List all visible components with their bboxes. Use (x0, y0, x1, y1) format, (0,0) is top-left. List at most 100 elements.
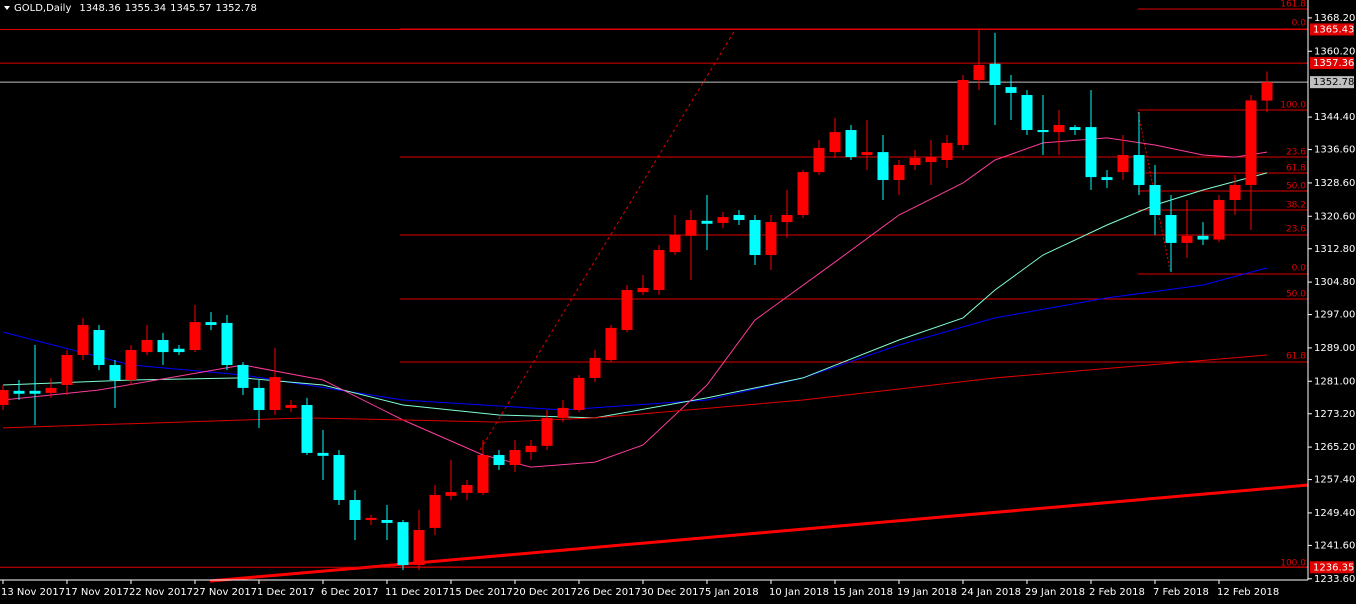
candle-body (653, 250, 665, 290)
candle-body (285, 405, 297, 408)
x-tick-label: 15 Dec 2017 (449, 587, 513, 598)
x-tick-label: 12 Feb 2018 (1217, 587, 1279, 598)
candle-body (301, 405, 313, 453)
fib-label: 0.0 (1292, 19, 1307, 29)
candle-body (125, 350, 137, 380)
y-tick-label: 1289.00 (1314, 343, 1355, 354)
x-tick-label: 19 Jan 2018 (897, 587, 957, 598)
candle-body (525, 445, 537, 453)
candle-body (1133, 155, 1145, 185)
candle-body (493, 455, 505, 465)
fib-label: 161.8 (1280, 0, 1306, 10)
candle-body (189, 322, 201, 350)
y-tick-label: 1344.40 (1314, 112, 1355, 123)
price-box (1310, 561, 1354, 574)
candle-body (941, 142, 953, 160)
x-tick-label: 1 Dec 2017 (257, 587, 315, 598)
y-tick-label: 1320.60 (1314, 211, 1355, 222)
candle-body (1005, 87, 1017, 93)
fib-label: 23.6 (1286, 225, 1306, 235)
fib-label: 38.2 (1286, 201, 1306, 211)
y-tick-label: 1368.20 (1314, 13, 1355, 24)
candle-body (1245, 100, 1257, 185)
x-tick-label: 5 Jan 2018 (705, 587, 759, 598)
candle-body (77, 325, 89, 355)
candle-body (1101, 177, 1113, 180)
candle-body (861, 152, 873, 155)
candle-body (381, 520, 393, 523)
candle-body (957, 80, 969, 145)
candle-body (781, 215, 793, 223)
candle-body (221, 322, 233, 365)
menu-triangle[interactable] (4, 6, 10, 10)
candle-body (157, 340, 169, 353)
candle-body (1069, 127, 1081, 130)
candle-body (429, 495, 441, 528)
candle-body (973, 65, 985, 80)
candle-body (445, 492, 457, 496)
candle-body (333, 455, 345, 500)
candle-body (797, 172, 809, 215)
candle-body (909, 157, 921, 165)
candle-body (749, 220, 761, 255)
candle-body (541, 417, 553, 446)
x-tick-label: 22 Nov 2017 (129, 587, 193, 598)
candle-body (253, 387, 265, 410)
candle-body (413, 530, 425, 565)
candle-body (1021, 95, 1033, 130)
close: 1352.78 (215, 3, 256, 14)
price-box-label: 1357.36 (1313, 58, 1354, 69)
candle-body (1037, 130, 1049, 133)
x-tick-label: 15 Jan 2018 (833, 587, 893, 598)
candle-body (509, 450, 521, 465)
trend-line-dotted (479, 29, 736, 451)
candle-body (1149, 185, 1161, 215)
candle-body (557, 407, 569, 418)
candle-body (1213, 200, 1225, 240)
price-box-label: 1365.43 (1313, 24, 1354, 35)
trend-line (209, 483, 1309, 583)
candle-body (621, 290, 633, 330)
candle-body (989, 63, 1001, 85)
candle-body (925, 157, 937, 163)
candle-body (845, 130, 857, 158)
y-tick-label: 1297.00 (1314, 310, 1355, 321)
fib-label: 0.0 (1292, 264, 1307, 274)
price-box (1310, 57, 1354, 70)
x-tick-label: 7 Feb 2018 (1153, 587, 1209, 598)
y-tick-label: 1233.60 (1314, 574, 1355, 585)
candle-body (237, 365, 249, 388)
y-tick-label: 1336.60 (1314, 145, 1355, 156)
x-tick-label: 30 Dec 2017 (641, 587, 705, 598)
y-tick-label: 1273.20 (1314, 409, 1355, 420)
candle-body (1165, 215, 1177, 243)
candle-body (13, 390, 25, 394)
x-tick-label: 27 Nov 2017 (193, 587, 257, 598)
symbol: GOLD,Daily (14, 3, 71, 14)
x-tick-label: 24 Jan 2018 (961, 587, 1021, 598)
marks (0, 28, 1308, 570)
x-tick-label: 10 Jan 2018 (769, 587, 829, 598)
candle-body (893, 165, 905, 180)
fib-label: 50.0 (1286, 290, 1306, 300)
candle-body (365, 517, 377, 520)
moving-average (2, 172, 1268, 419)
candle-body (733, 215, 745, 220)
candle-body (685, 220, 697, 236)
candle-body (269, 377, 281, 410)
candle-body (1117, 155, 1129, 173)
candle-body (1197, 235, 1209, 240)
y-tick-label: 1241.60 (1314, 540, 1355, 551)
candle-body (1261, 82, 1273, 101)
candle-body (477, 455, 489, 493)
header: GOLD,Daily 1348.36 1355.34 1345.57 1352.78 (14, 3, 257, 14)
x-tick-label: 26 Dec 2017 (577, 587, 641, 598)
y-tick-label: 1257.40 (1314, 475, 1355, 486)
x-tick-label: 29 Jan 2018 (1025, 587, 1085, 598)
candle-body (1181, 235, 1193, 243)
candle-body (877, 152, 889, 180)
candle-body (173, 348, 185, 353)
fib-label: 50.0 (1286, 182, 1306, 192)
